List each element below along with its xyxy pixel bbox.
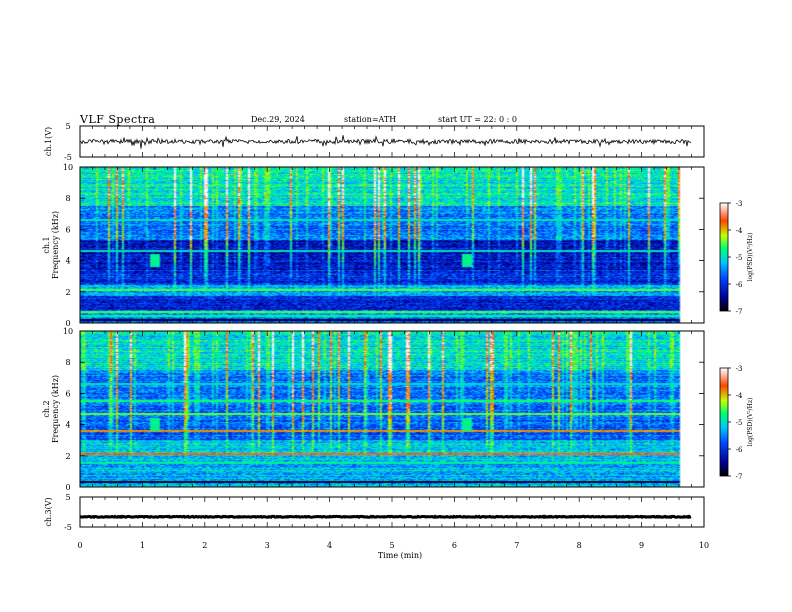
y-tick-label: 0 — [65, 483, 70, 492]
colorbar-tick-label: -4 — [736, 227, 743, 235]
y-tick-label: 8 — [65, 358, 70, 367]
station-label: station=ATH — [344, 115, 397, 124]
colorbar-label: log(PSD)(V²/Hz) — [747, 233, 754, 282]
y-tick-label: 10 — [63, 163, 73, 172]
y-axis-label: ch.1(V) — [44, 127, 53, 156]
y-tick-label: -5 — [64, 523, 72, 532]
y-tick-label: 2 — [65, 452, 70, 461]
ch3-waveform-line — [79, 514, 692, 520]
x-tick-label: 6 — [452, 541, 457, 550]
y-axis-label: Frequency (kHz) — [51, 211, 60, 279]
colorbar-tick-label: -7 — [736, 473, 743, 481]
y-tick-label: 2 — [65, 288, 70, 297]
date-label: Dec.29, 2024 — [251, 115, 305, 124]
x-tick-label: 9 — [639, 541, 644, 550]
y-tick-label: 0 — [65, 319, 70, 328]
colorbar-tick-label: -6 — [736, 446, 743, 454]
x-tick-label: 10 — [699, 541, 709, 550]
x-tick-label: 2 — [202, 541, 207, 550]
colorbar-tick-label: -6 — [736, 281, 743, 289]
y-tick-label: 10 — [63, 327, 73, 336]
colorbar-tick-label: -5 — [736, 419, 743, 427]
ch1-waveform-line — [79, 135, 692, 149]
colorbar-tick-label: -4 — [736, 392, 743, 400]
chart-title: VLF Spectra — [80, 113, 156, 126]
x-tick-label: 4 — [327, 541, 332, 550]
x-axis-label: Time (min) — [378, 551, 422, 560]
ch2-colorbar — [720, 368, 728, 476]
ch1-colorbar — [720, 203, 728, 311]
y-tick-label: 5 — [65, 122, 70, 131]
start-ut-label: start UT = 22: 0 : 0 — [438, 115, 517, 124]
y-tick-label: 4 — [65, 421, 70, 430]
colorbar-tick-label: -5 — [736, 254, 743, 262]
colorbar-tick-label: -3 — [736, 200, 743, 208]
y-axis-label: ch.2 — [42, 400, 51, 417]
y-tick-label: 6 — [65, 389, 70, 398]
y-tick-label: 6 — [65, 225, 70, 234]
y-tick-label: 5 — [65, 493, 70, 502]
x-tick-label: 8 — [577, 541, 582, 550]
x-tick-label: 3 — [265, 541, 270, 550]
y-tick-label: 4 — [65, 257, 70, 266]
y-tick-label: 8 — [65, 194, 70, 203]
y-axis-label: ch.1 — [42, 236, 51, 253]
y-tick-label: -5 — [64, 153, 72, 162]
x-tick-label: 5 — [389, 541, 394, 550]
colorbar-tick-label: -7 — [736, 308, 743, 316]
x-tick-label: 7 — [514, 541, 519, 550]
ch1-spectrogram-image — [80, 167, 692, 323]
y-axis-label: Frequency (kHz) — [51, 375, 60, 443]
ch2-spectrogram-image — [80, 331, 692, 487]
colorbar-label: log(PSD)(V²/Hz) — [747, 398, 754, 447]
colorbar-tick-label: -3 — [736, 365, 743, 373]
x-tick-label: 0 — [77, 541, 82, 550]
y-axis-label: ch.3(V) — [44, 497, 53, 526]
x-tick-label: 1 — [140, 541, 145, 550]
